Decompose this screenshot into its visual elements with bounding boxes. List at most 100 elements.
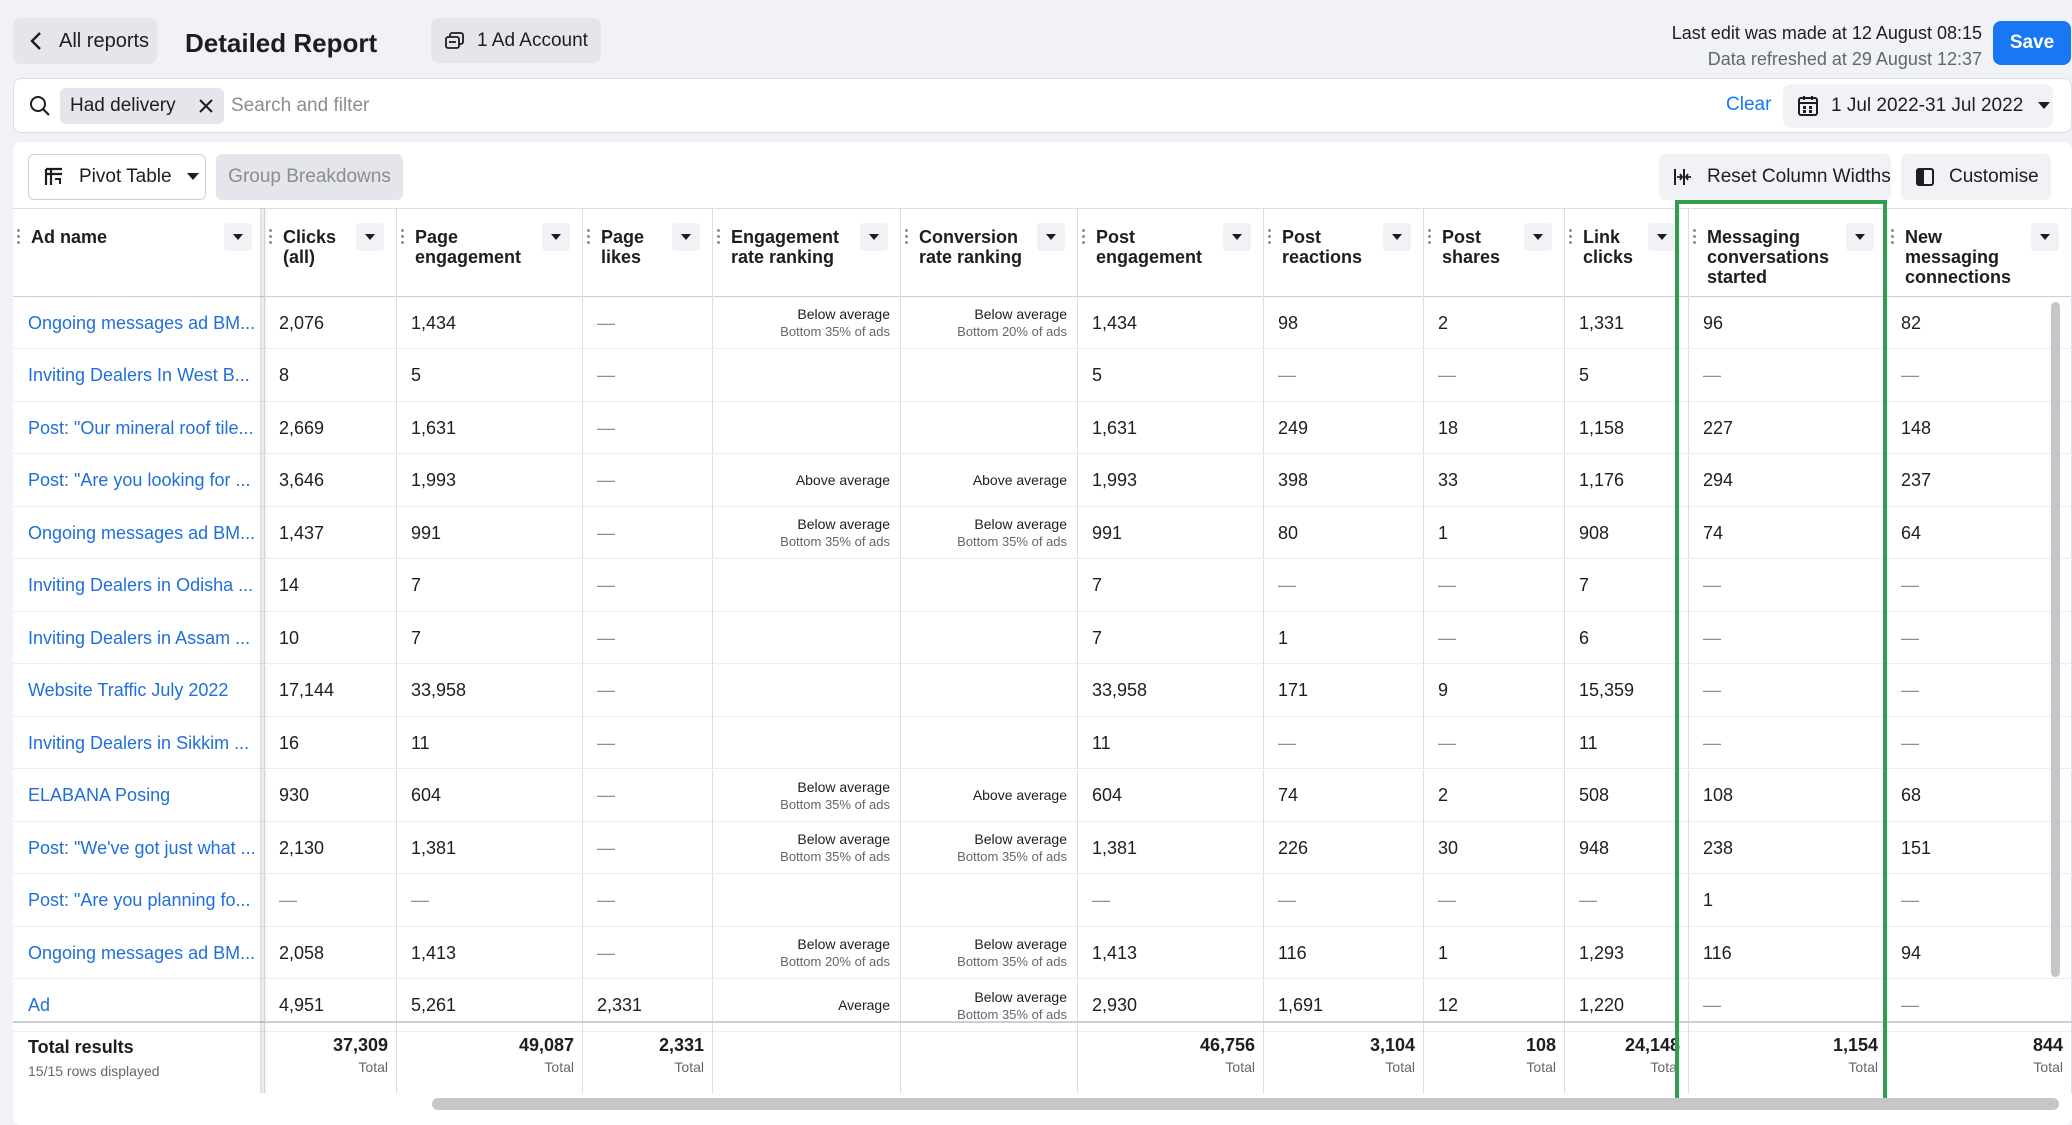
vertical-scrollbar[interactable] [2051, 302, 2060, 977]
column-menu-caret-down-icon[interactable] [1037, 223, 1065, 251]
table-row[interactable]: Ongoing messages ad BM... 1,437 991— Below … [13, 507, 2072, 559]
ad-name-link[interactable]: Post: "Our mineral roof tile... [13, 402, 265, 454]
drag-handle-icon[interactable] [1082, 229, 1086, 249]
ad-name-link[interactable]: Post: "Are you looking for ... [13, 454, 265, 507]
all-reports-button[interactable]: All reports [13, 18, 157, 64]
column-menu-caret-down-icon[interactable] [860, 223, 888, 251]
cell-shares: 1 [1424, 507, 1565, 559]
cell-eng_rank [713, 612, 901, 664]
table-row[interactable]: Post: "We've got just what ... 2,130 1,381… [13, 822, 2072, 874]
table-row[interactable]: Inviting Dealers in Assam ... 10 7—7 1—6— — [13, 612, 2072, 664]
total-value: 844 [2032, 1035, 2063, 1055]
ad-name-link[interactable]: Inviting Dealers in Sikkim ... [13, 717, 265, 769]
ad-name-link[interactable]: Inviting Dealers In West B... [13, 349, 265, 402]
drag-handle-icon[interactable] [17, 229, 21, 249]
horizontal-scrollbar[interactable] [432, 1098, 2059, 1110]
column-header-name[interactable]: Ad name [13, 209, 265, 297]
column-menu-caret-down-icon[interactable] [1223, 223, 1251, 251]
table-row[interactable]: Post: "Are you looking for ... 3,646 1,993… [13, 454, 2072, 507]
total-caption: Total [1385, 1059, 1415, 1075]
drag-handle-icon[interactable] [905, 229, 909, 249]
cell-page_eng: 1,381 [397, 822, 583, 874]
customise-label: Customise [1949, 166, 2039, 187]
drag-handle-icon[interactable] [1693, 229, 1697, 249]
save-button[interactable]: Save [1993, 21, 2071, 65]
reset-column-widths-button[interactable]: Reset Column Widths [1659, 154, 1891, 200]
column-menu-caret-down-icon[interactable] [224, 223, 252, 251]
ad-name-link[interactable]: Inviting Dealers in Odisha ... [13, 559, 265, 612]
column-menu-caret-down-icon[interactable] [1524, 223, 1552, 251]
table-row[interactable]: Ad 4,951 5,261 2,331 Average Below average Bot… [13, 979, 2072, 1032]
column-header-reactions[interactable]: Post reactions [1264, 209, 1424, 297]
ad-name-link[interactable]: ELABANA Posing [13, 769, 265, 822]
cell-page_eng: 1,434 [397, 297, 583, 349]
column-header-conv_rank[interactable]: Conversion rate ranking [901, 209, 1078, 297]
ad-name-link[interactable]: Website Traffic July 2022 [13, 664, 265, 717]
table-row[interactable]: Inviting Dealers in Sikkim ... 16 11—11— —1… [13, 717, 2072, 769]
drag-handle-icon[interactable] [1569, 229, 1573, 249]
search-input[interactable] [231, 91, 1631, 121]
drag-handle-icon[interactable] [1428, 229, 1432, 249]
pivot-table-dropdown[interactable]: Pivot Table [28, 154, 206, 200]
column-header-page_likes[interactable]: Page likes [583, 209, 713, 297]
column-header-eng_rank[interactable]: Engagement rate ranking [713, 209, 901, 297]
ad-name-link[interactable]: Ad [13, 979, 265, 1032]
table-row[interactable]: Inviting Dealers In West B... 8 5—5— —5— — [13, 349, 2072, 402]
column-menu-caret-down-icon[interactable] [1383, 223, 1411, 251]
ad-name-link[interactable]: Post: "We've got just what ... [13, 822, 265, 874]
ad-name-link[interactable]: Inviting Dealers in Assam ... [13, 612, 265, 664]
table-row[interactable]: ELABANA Posing 930 604— Below average Bottom… [13, 769, 2072, 822]
ad-name-link[interactable]: Ongoing messages ad BM... [13, 927, 265, 979]
column-menu-caret-down-icon[interactable] [1648, 223, 1676, 251]
table-row[interactable]: Post: "Are you planning fo... — — — — — — —1— [13, 874, 2072, 927]
ad-name-link[interactable]: Ongoing messages ad BM... [13, 507, 265, 559]
cell-conv_rank [901, 402, 1078, 454]
total-results-label: Total results [28, 1037, 134, 1057]
cell-page_eng: 7 [397, 612, 583, 664]
all-reports-label: All reports [59, 29, 150, 52]
total-value: 24,148 [1624, 1035, 1680, 1055]
drag-handle-icon[interactable] [269, 229, 273, 249]
total-caption: Total [1848, 1059, 1878, 1075]
column-header-shares[interactable]: Post shares [1424, 209, 1565, 297]
column-menu-caret-down-icon[interactable] [356, 223, 384, 251]
total-caption: Total [1225, 1059, 1255, 1075]
date-range-picker[interactable]: 1 Jul 2022-31 Jul 2022 [1783, 84, 2053, 128]
column-header-new_msg[interactable]: New messaging connections [1887, 209, 2072, 297]
table-row[interactable]: Post: "Our mineral roof tile... 2,669 1,63… [13, 402, 2072, 454]
column-header-clicks[interactable]: Clicks (all) [265, 209, 397, 297]
table-row[interactable]: Ongoing messages ad BM... 2,076 1,434— Belo… [13, 297, 2072, 349]
cell-post_eng: 1,631 [1078, 402, 1264, 454]
column-header-page_eng[interactable]: Page engagement [397, 209, 583, 297]
filter-chip-had-delivery[interactable]: Had delivery [60, 88, 224, 124]
cell-new_msg: 68 [1887, 769, 2072, 822]
table-row[interactable]: Website Traffic July 2022 17,144 33,958—33… [13, 664, 2072, 717]
drag-handle-icon[interactable] [1268, 229, 1272, 249]
column-menu-caret-down-icon[interactable] [542, 223, 570, 251]
ranking-percentile: Bottom 20% of ads [780, 954, 890, 969]
column-header-link_clicks[interactable]: Link clicks [1565, 209, 1689, 297]
cell-post_eng: 2,930 [1078, 979, 1264, 1032]
cell-clicks: — [265, 874, 397, 927]
table-row[interactable]: Ongoing messages ad BM... 2,058 1,413— Belo… [13, 927, 2072, 979]
cell-page_eng: 11 [397, 717, 583, 769]
drag-handle-icon[interactable] [401, 229, 405, 249]
column-menu-caret-down-icon[interactable] [2031, 223, 2059, 251]
drag-handle-icon[interactable] [587, 229, 591, 249]
customise-button[interactable]: Customise [1901, 154, 2051, 200]
drag-handle-icon[interactable] [717, 229, 721, 249]
ad-name-link[interactable]: Ongoing messages ad BM... [13, 297, 265, 349]
column-menu-caret-down-icon[interactable] [672, 223, 700, 251]
drag-handle-icon[interactable] [1891, 229, 1895, 249]
group-breakdowns-button[interactable]: Group Breakdowns [216, 154, 403, 200]
ad-name-link[interactable]: Post: "Are you planning fo... [13, 874, 265, 927]
ad-account-button[interactable]: 1 Ad Account [431, 18, 601, 63]
cell-post_eng: 5 [1078, 349, 1264, 402]
cell-page_likes: — [583, 927, 713, 979]
column-menu-caret-down-icon[interactable] [1846, 223, 1874, 251]
close-icon[interactable] [198, 98, 214, 114]
column-header-msg_conv[interactable]: Messaging conversations started [1689, 209, 1887, 297]
clear-filters-link[interactable]: Clear [1726, 94, 1772, 115]
column-header-post_eng[interactable]: Post engagement [1078, 209, 1264, 297]
cell-eng_rank: Below average Bottom 20% of ads [713, 927, 901, 979]
